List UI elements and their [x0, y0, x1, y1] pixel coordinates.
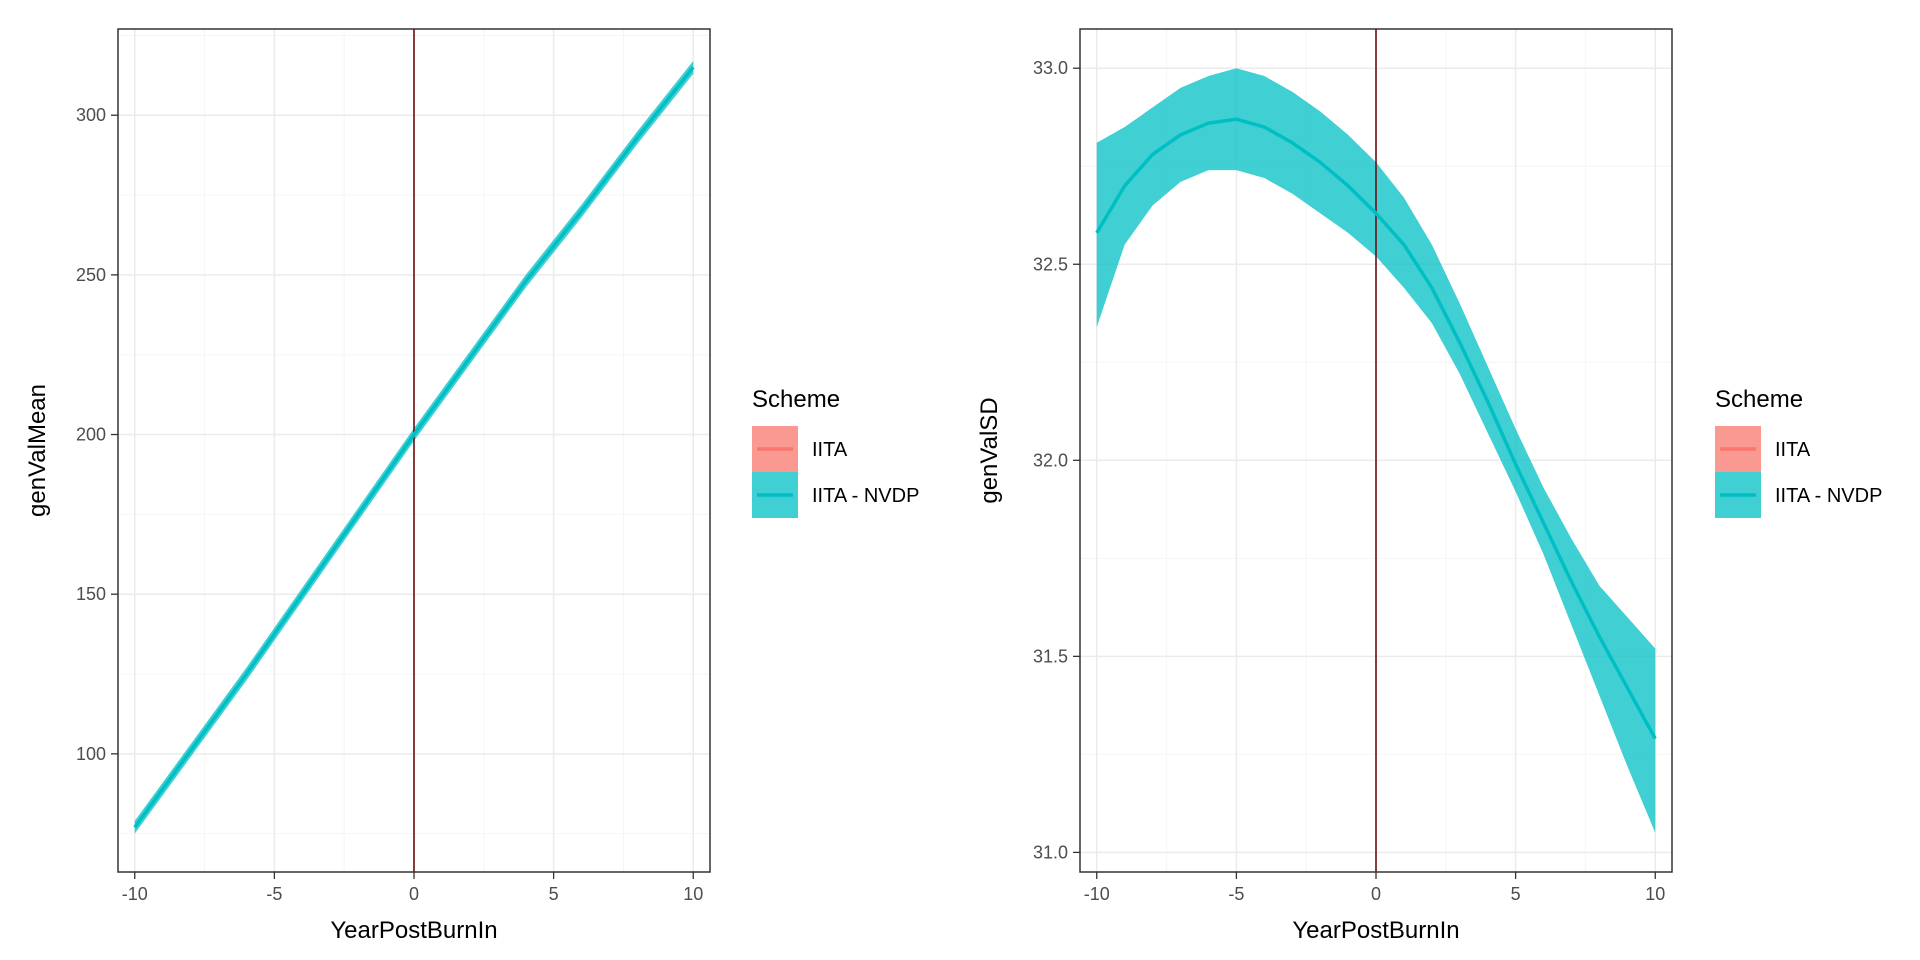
legend-label: IITA [812, 439, 848, 461]
x-tick-label: -5 [1228, 884, 1244, 904]
x-axis-title: YearPostBurnIn [330, 917, 497, 944]
series-line [133, 66, 695, 829]
series-lines [1095, 117, 1657, 740]
y-tick-label: 100 [76, 744, 106, 764]
y-tick-label: 32.5 [1033, 254, 1068, 274]
x-tick-label: 0 [1371, 884, 1381, 904]
x-tick-label: 5 [1511, 884, 1521, 904]
legend-label: IITA [1775, 439, 1811, 461]
y-axis-ticks: 31.0 31.5 32.0 32.5 33.0 [1033, 58, 1080, 862]
legend-label: IITA - NVDP [1775, 485, 1882, 507]
x-tick-label: 10 [683, 884, 703, 904]
y-tick-label: 250 [76, 265, 106, 285]
right-chart: -10 -5 0 5 10 31.0 31.5 32.0 32.5 33.0 YearPostB… [976, 28, 1673, 944]
legend-keys: IITA IITA - NVDP [1715, 426, 1882, 518]
y-tick-label: 150 [76, 584, 106, 604]
y-tick-label: 31.5 [1033, 646, 1068, 666]
x-axis-ticks: -10 -5 0 5 10 [122, 872, 703, 904]
y-tick-label: 200 [76, 425, 106, 445]
y-tick-label: 31.0 [1033, 842, 1068, 862]
y-axis-title: genValMean [24, 384, 51, 517]
x-tick-label: -10 [122, 884, 148, 904]
y-axis-title: genValSD [976, 397, 1003, 503]
y-axis-ticks: 100 150 200 250 300 [76, 105, 118, 764]
legend-label: IITA - NVDP [812, 485, 919, 507]
legend-title: Scheme [1715, 386, 1803, 413]
x-tick-label: 5 [549, 884, 559, 904]
x-tick-label: 0 [409, 884, 419, 904]
y-tick-label: 33.0 [1033, 58, 1068, 78]
x-axis-title: YearPostBurnIn [1292, 917, 1459, 944]
series-lines [133, 66, 695, 829]
x-axis-ticks: -10 -5 0 5 10 [1084, 872, 1665, 904]
left-legend: Scheme IITA IITA - NVDP [752, 386, 919, 518]
series-line [1095, 117, 1657, 740]
x-tick-label: -10 [1084, 884, 1110, 904]
left-chart: -10 -5 0 5 10 100 150 200 250 300 YearPostBurnIn… [24, 28, 711, 944]
x-tick-label: 10 [1645, 884, 1665, 904]
right-legend: Scheme IITA IITA - NVDP [1715, 386, 1882, 518]
legend-title: Scheme [752, 386, 840, 413]
y-tick-label: 300 [76, 105, 106, 125]
x-tick-label: -5 [266, 884, 282, 904]
y-tick-label: 32.0 [1033, 450, 1068, 470]
legend-keys: IITA IITA - NVDP [752, 426, 919, 518]
